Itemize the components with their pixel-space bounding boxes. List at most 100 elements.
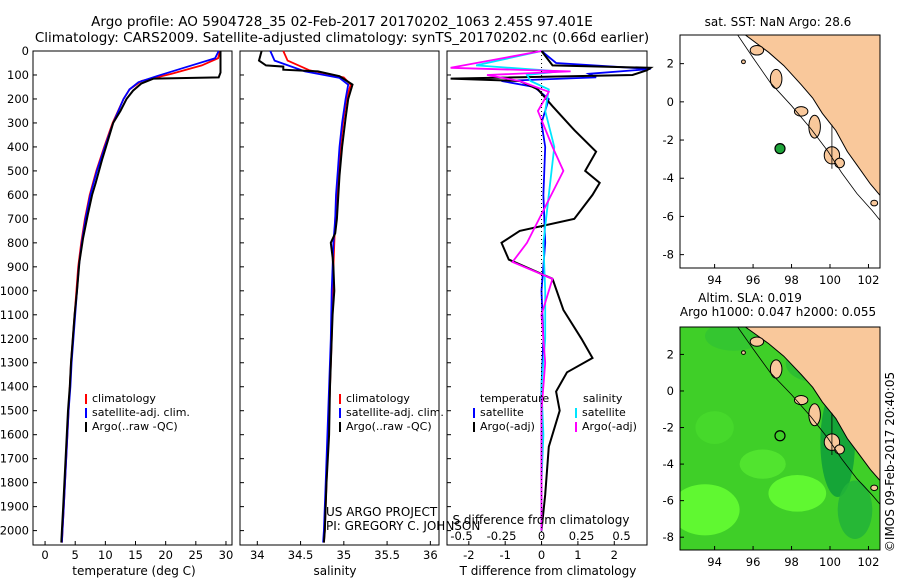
x-tick-label: 0 <box>41 548 48 562</box>
diff-xlabel-bottom: T difference from climatology <box>459 564 637 578</box>
legend-label: climatology <box>92 392 156 405</box>
island <box>749 336 765 347</box>
y-tick-label: 800 <box>7 236 29 250</box>
island <box>749 45 765 56</box>
map-frame <box>679 34 881 269</box>
map-x-tick-label: 98 <box>784 273 799 287</box>
ssh-anomaly-patch <box>739 449 786 479</box>
x-tick-label: 10 <box>98 548 113 562</box>
sumatra-land <box>744 35 880 197</box>
s-tick-label: 0.5 <box>612 529 630 543</box>
legend-label: satellite <box>480 406 524 419</box>
legend-label: Argo(-adj) <box>582 420 637 433</box>
shelf-contour <box>737 327 880 505</box>
diff-xlabel-top: S difference from climatology <box>453 513 630 527</box>
x-tick-label: 34 <box>250 548 265 562</box>
salinity-xlabel: salinity <box>313 564 356 578</box>
map-y-tick-label: 2 <box>667 347 674 361</box>
y-tick-label: 1000 <box>0 284 29 298</box>
map-frame <box>679 326 881 551</box>
difference-panel: -2 -1 0 1 2-0.5 -0.25 0 0.25 0.5temperaturesatel… <box>446 50 654 562</box>
y-tick-label: 1500 <box>0 404 29 418</box>
map-x-tick-label: 102 <box>857 273 879 287</box>
ssh-anomaly-patch <box>695 411 734 444</box>
header-line2: Climatology: CARS2009. Satellite-adjuste… <box>35 30 649 46</box>
x-tick-label: 20 <box>158 548 173 562</box>
x-tick-label: 34.5 <box>288 548 314 562</box>
plot-frame <box>32 50 233 546</box>
s-tick-label: -0.5 <box>450 529 472 543</box>
legend-label: Argo(-adj) <box>480 420 535 433</box>
plot-frame <box>239 50 440 546</box>
map-x-tick-label: 96 <box>746 555 761 569</box>
ssh-anomaly-patch <box>680 484 740 536</box>
x-tick-label: 30 <box>219 548 234 562</box>
map-y-tick-label: 2 <box>667 57 674 71</box>
s-tick-label: 0.25 <box>569 529 595 543</box>
series-line-s-argo <box>450 50 571 531</box>
y-tick-label: 1700 <box>0 452 29 466</box>
y-tick-label: 1800 <box>0 476 29 490</box>
map-x-tick-label: 96 <box>746 273 761 287</box>
legend-heading-temperature: temperature <box>480 392 549 405</box>
project-line1: US ARGO PROJECT <box>326 505 438 519</box>
ssh-anomaly-patch <box>768 475 827 512</box>
y-tick-label: 600 <box>7 188 29 202</box>
y-tick-label: 100 <box>7 68 29 82</box>
island <box>769 68 783 89</box>
map-x-tick-label: 100 <box>819 273 841 287</box>
island <box>793 395 809 406</box>
island <box>769 359 783 379</box>
map-x-tick-label: 100 <box>819 555 841 569</box>
shelf-contour <box>737 35 880 221</box>
map-y-tick-label: -4 <box>663 457 674 471</box>
map-x-tick-label: 102 <box>857 555 879 569</box>
sumatra-land <box>744 327 880 482</box>
x-tick-label: 36 <box>423 548 438 562</box>
legend-label: satellite-adj. clim. <box>346 406 444 419</box>
temperature-panel: 0 5 10 15 20 25 300100200300400500600700800900… <box>0 44 233 562</box>
y-tick-label: 1900 <box>0 500 29 514</box>
legend-label: climatology <box>346 392 410 405</box>
map-y-tick-label: -6 <box>663 494 674 508</box>
temperature-xlabel: temperature (deg C) <box>72 564 195 578</box>
y-tick-label: 500 <box>7 164 29 178</box>
s-tick-label: 0 <box>538 529 545 543</box>
argo-location-marker <box>774 143 786 155</box>
series-line-argo <box>257 50 354 543</box>
map-y-tick-label: -8 <box>663 248 674 262</box>
map-y-tick-label: 0 <box>667 95 674 109</box>
y-tick-label: 1300 <box>0 356 29 370</box>
y-tick-label: 200 <box>7 92 29 106</box>
ssh-anomaly-patch <box>705 327 763 351</box>
y-tick-label: 300 <box>7 116 29 130</box>
island <box>808 403 821 427</box>
x-tick-label: 15 <box>128 548 143 562</box>
x-tick-label: 5 <box>72 548 79 562</box>
map-x-tick-label: 98 <box>784 555 799 569</box>
map-content <box>680 327 880 550</box>
island <box>834 444 845 455</box>
salinity-panel: 34 34.5 35 35.5 36 climatologysatellite-adj. … <box>239 50 444 562</box>
map-y-tick-label: -6 <box>663 209 674 223</box>
argo-location-marker <box>774 430 786 442</box>
map-x-tick-label: 94 <box>707 555 722 569</box>
imos-credit: ©IMOS 09-Feb-2017 20:40:05 <box>883 372 897 552</box>
island <box>834 157 845 169</box>
island <box>870 199 879 207</box>
legend-label: Argo(..raw -QC) <box>92 420 178 433</box>
map-y-tick-label: -2 <box>663 421 674 435</box>
x-tick-label: 1 <box>574 548 581 562</box>
x-tick-label: 35 <box>337 548 352 562</box>
altimetry-map-panel: 94 96 98 100 102 -8 -6 -4 -2 0 2 <box>663 326 881 569</box>
y-tick-label: 0 <box>22 44 29 58</box>
sst-map-title: sat. SST: NaN Argo: 28.6 <box>705 15 852 29</box>
island <box>741 350 746 355</box>
s-tick-label: -0.25 <box>487 529 517 543</box>
island <box>808 114 821 139</box>
legend-label: satellite <box>582 406 626 419</box>
x-tick-label: 35.5 <box>374 548 400 562</box>
map-x-tick-label: 94 <box>707 273 722 287</box>
y-tick-label: 2000 <box>0 524 29 538</box>
